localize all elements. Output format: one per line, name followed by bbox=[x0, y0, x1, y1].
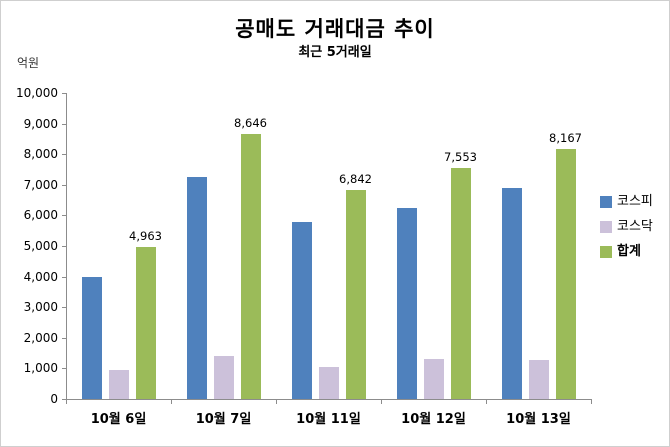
bar-total: 7,553 bbox=[444, 150, 477, 399]
bar-kospi bbox=[81, 276, 102, 399]
x-tick-mark bbox=[171, 400, 172, 404]
y-tick-label: 0 bbox=[50, 392, 58, 406]
bar-kospi bbox=[186, 177, 207, 399]
legend-item-kosdaq: 코스닥 bbox=[600, 220, 653, 234]
x-tick-mark bbox=[486, 400, 487, 404]
legend-label-kosdaq: 코스닥 bbox=[617, 219, 653, 234]
x-axis-label: 10월 12일 bbox=[401, 412, 466, 427]
legend-label-kospi: 코스피 bbox=[617, 194, 653, 209]
chart-title: 공매도 거래대금 추이 bbox=[235, 17, 435, 41]
y-tick-label: 4,000 bbox=[23, 269, 58, 284]
legend-swatch-total bbox=[600, 246, 612, 258]
bar-group: 8,646 bbox=[171, 93, 276, 399]
y-tick-mark bbox=[62, 123, 66, 125]
y-axis-unit-label: 억원 bbox=[17, 56, 40, 70]
y-tick-label: 7,000 bbox=[23, 177, 58, 192]
y-tick-mark bbox=[62, 307, 66, 309]
y-tick-label: 8,000 bbox=[23, 147, 58, 162]
bar-kosdaq bbox=[423, 359, 444, 399]
bar-kosdaq bbox=[528, 360, 549, 399]
bar-group: 8,167 bbox=[486, 93, 591, 399]
bar-kospi bbox=[396, 207, 417, 399]
y-tick-label: 1,000 bbox=[23, 361, 58, 376]
legend-swatch-kosdaq bbox=[600, 221, 612, 233]
plot-area bbox=[66, 93, 592, 400]
bar-value-label: 8,167 bbox=[549, 131, 582, 146]
bar-value-label: 7,553 bbox=[444, 149, 477, 164]
legend-label-total: 합계 bbox=[617, 244, 641, 259]
y-tick-mark bbox=[62, 93, 66, 94]
bar-group: 7,553 bbox=[381, 93, 486, 399]
chart-subtitle: 최근 5거래일 bbox=[298, 45, 372, 60]
bar-total: 6,842 bbox=[339, 172, 372, 399]
y-tick-mark bbox=[62, 337, 66, 339]
y-tick-mark bbox=[62, 246, 66, 247]
y-tick-mark bbox=[62, 215, 66, 217]
legend-item-kospi: 코스피 bbox=[600, 195, 653, 209]
x-tick-mark bbox=[66, 400, 67, 404]
bar-kospi bbox=[501, 187, 522, 399]
legend-item-total: 합계 bbox=[600, 245, 653, 259]
x-axis-label: 10월 7일 bbox=[195, 412, 252, 427]
y-tick-label: 2,000 bbox=[23, 330, 58, 345]
x-axis-label: 10월 6일 bbox=[90, 412, 147, 427]
y-tick-mark bbox=[62, 184, 66, 186]
bar-total: 8,646 bbox=[234, 116, 267, 399]
bar-total: 8,167 bbox=[549, 131, 582, 399]
x-tick-mark bbox=[381, 400, 382, 404]
x-axis-label: 10월 11일 bbox=[296, 412, 361, 427]
bar-kosdaq bbox=[318, 366, 339, 399]
bar-kosdaq bbox=[213, 356, 234, 399]
bar-kosdaq bbox=[108, 369, 129, 399]
bar-value-label: 6,842 bbox=[339, 171, 372, 186]
x-tick-mark bbox=[591, 400, 592, 404]
y-tick-mark bbox=[62, 276, 66, 278]
y-tick-mark bbox=[62, 368, 66, 370]
y-tick-mark bbox=[62, 154, 66, 156]
legend-swatch-kospi bbox=[600, 196, 612, 208]
bar-value-label: 8,646 bbox=[234, 116, 267, 131]
bar-value-label: 4,963 bbox=[129, 229, 162, 244]
x-axis-label: 10월 13일 bbox=[506, 412, 571, 427]
y-tick-label: 3,000 bbox=[23, 300, 58, 315]
y-tick-label: 10,000 bbox=[16, 86, 58, 100]
x-tick-mark bbox=[276, 400, 277, 404]
y-tick-label: 9,000 bbox=[23, 116, 58, 131]
bar-kospi bbox=[291, 221, 312, 399]
bar-group: 4,963 bbox=[66, 93, 171, 399]
y-tick-mark bbox=[62, 399, 66, 400]
y-tick-label: 5,000 bbox=[23, 239, 58, 253]
y-tick-label: 6,000 bbox=[23, 208, 58, 223]
bar-group: 6,842 bbox=[276, 93, 381, 399]
bar-total: 4,963 bbox=[129, 229, 162, 399]
